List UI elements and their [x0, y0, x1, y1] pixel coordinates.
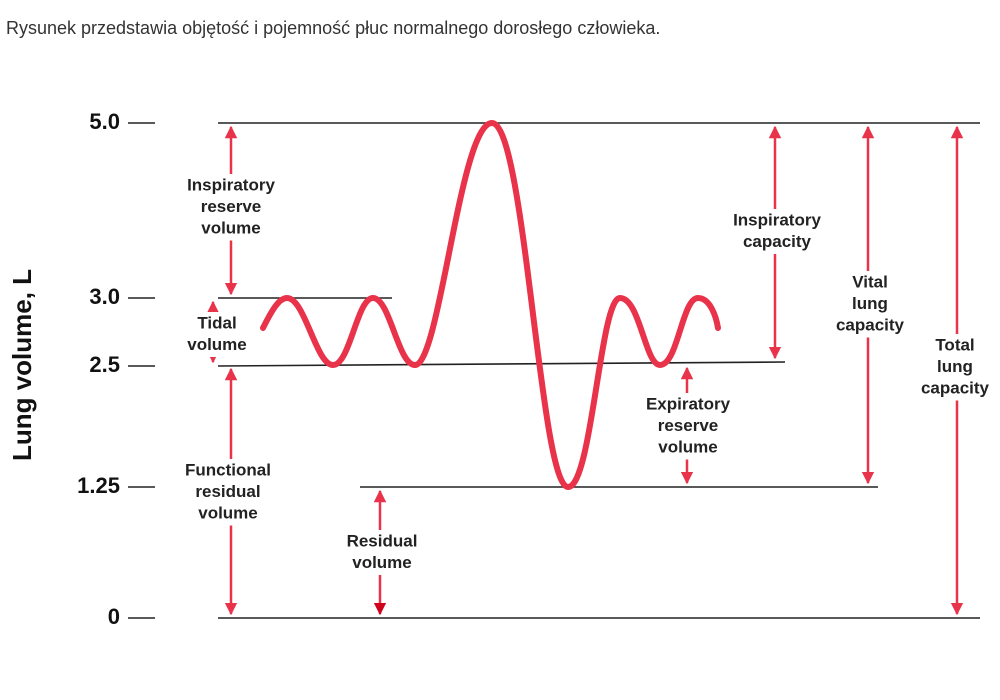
label-background	[824, 271, 916, 338]
label-background	[176, 174, 286, 241]
label-text: volume	[352, 553, 412, 572]
label-text: lung	[852, 294, 888, 313]
labels: Inspiratory reserve volume Tidal volume Funct…	[173, 174, 1000, 575]
label-text: capacity	[921, 378, 990, 397]
label-background	[910, 334, 1000, 401]
label-text: Functional	[185, 460, 271, 479]
ticks: 5.0 3.0 2.5 1.25 0	[77, 109, 155, 629]
label-text: Expiratory	[646, 394, 731, 413]
tick-label: 0	[108, 604, 120, 629]
label-background	[337, 530, 427, 575]
label-text: Tidal	[197, 313, 236, 332]
label-text: Inspiratory	[187, 175, 275, 194]
label-text: volume	[658, 437, 718, 456]
arrows	[206, 125, 964, 616]
label-text: lung	[937, 357, 973, 376]
label-text: capacity	[836, 315, 905, 334]
label-text: Vital	[852, 272, 888, 291]
label-text: residual	[195, 482, 260, 501]
label-text: Inspiratory	[733, 210, 821, 229]
label-text: reserve	[658, 416, 719, 435]
label-background	[179, 312, 255, 357]
tick-label: 1.25	[77, 473, 120, 498]
label-text: capacity	[743, 232, 812, 251]
label-text: reserve	[201, 197, 262, 216]
label-text: volume	[187, 335, 247, 354]
label-background	[173, 459, 283, 526]
label-background	[722, 209, 832, 254]
label-text: Residual	[347, 531, 418, 550]
tick-label: 5.0	[89, 109, 120, 134]
label-text: Total	[935, 335, 974, 354]
tick-label: 2.5	[89, 352, 120, 377]
axis-label: Lung volume, L	[7, 269, 37, 461]
tick-label: 3.0	[89, 284, 120, 309]
line-tidal-bottom	[217, 361, 786, 367]
label-background	[636, 393, 740, 460]
label-text: volume	[198, 503, 258, 522]
reference-lines	[217, 122, 980, 619]
breathing-curve	[260, 119, 721, 491]
label-text: volume	[201, 218, 261, 237]
caption: Rysunek przedstawia objętość i pojemność…	[6, 18, 660, 38]
